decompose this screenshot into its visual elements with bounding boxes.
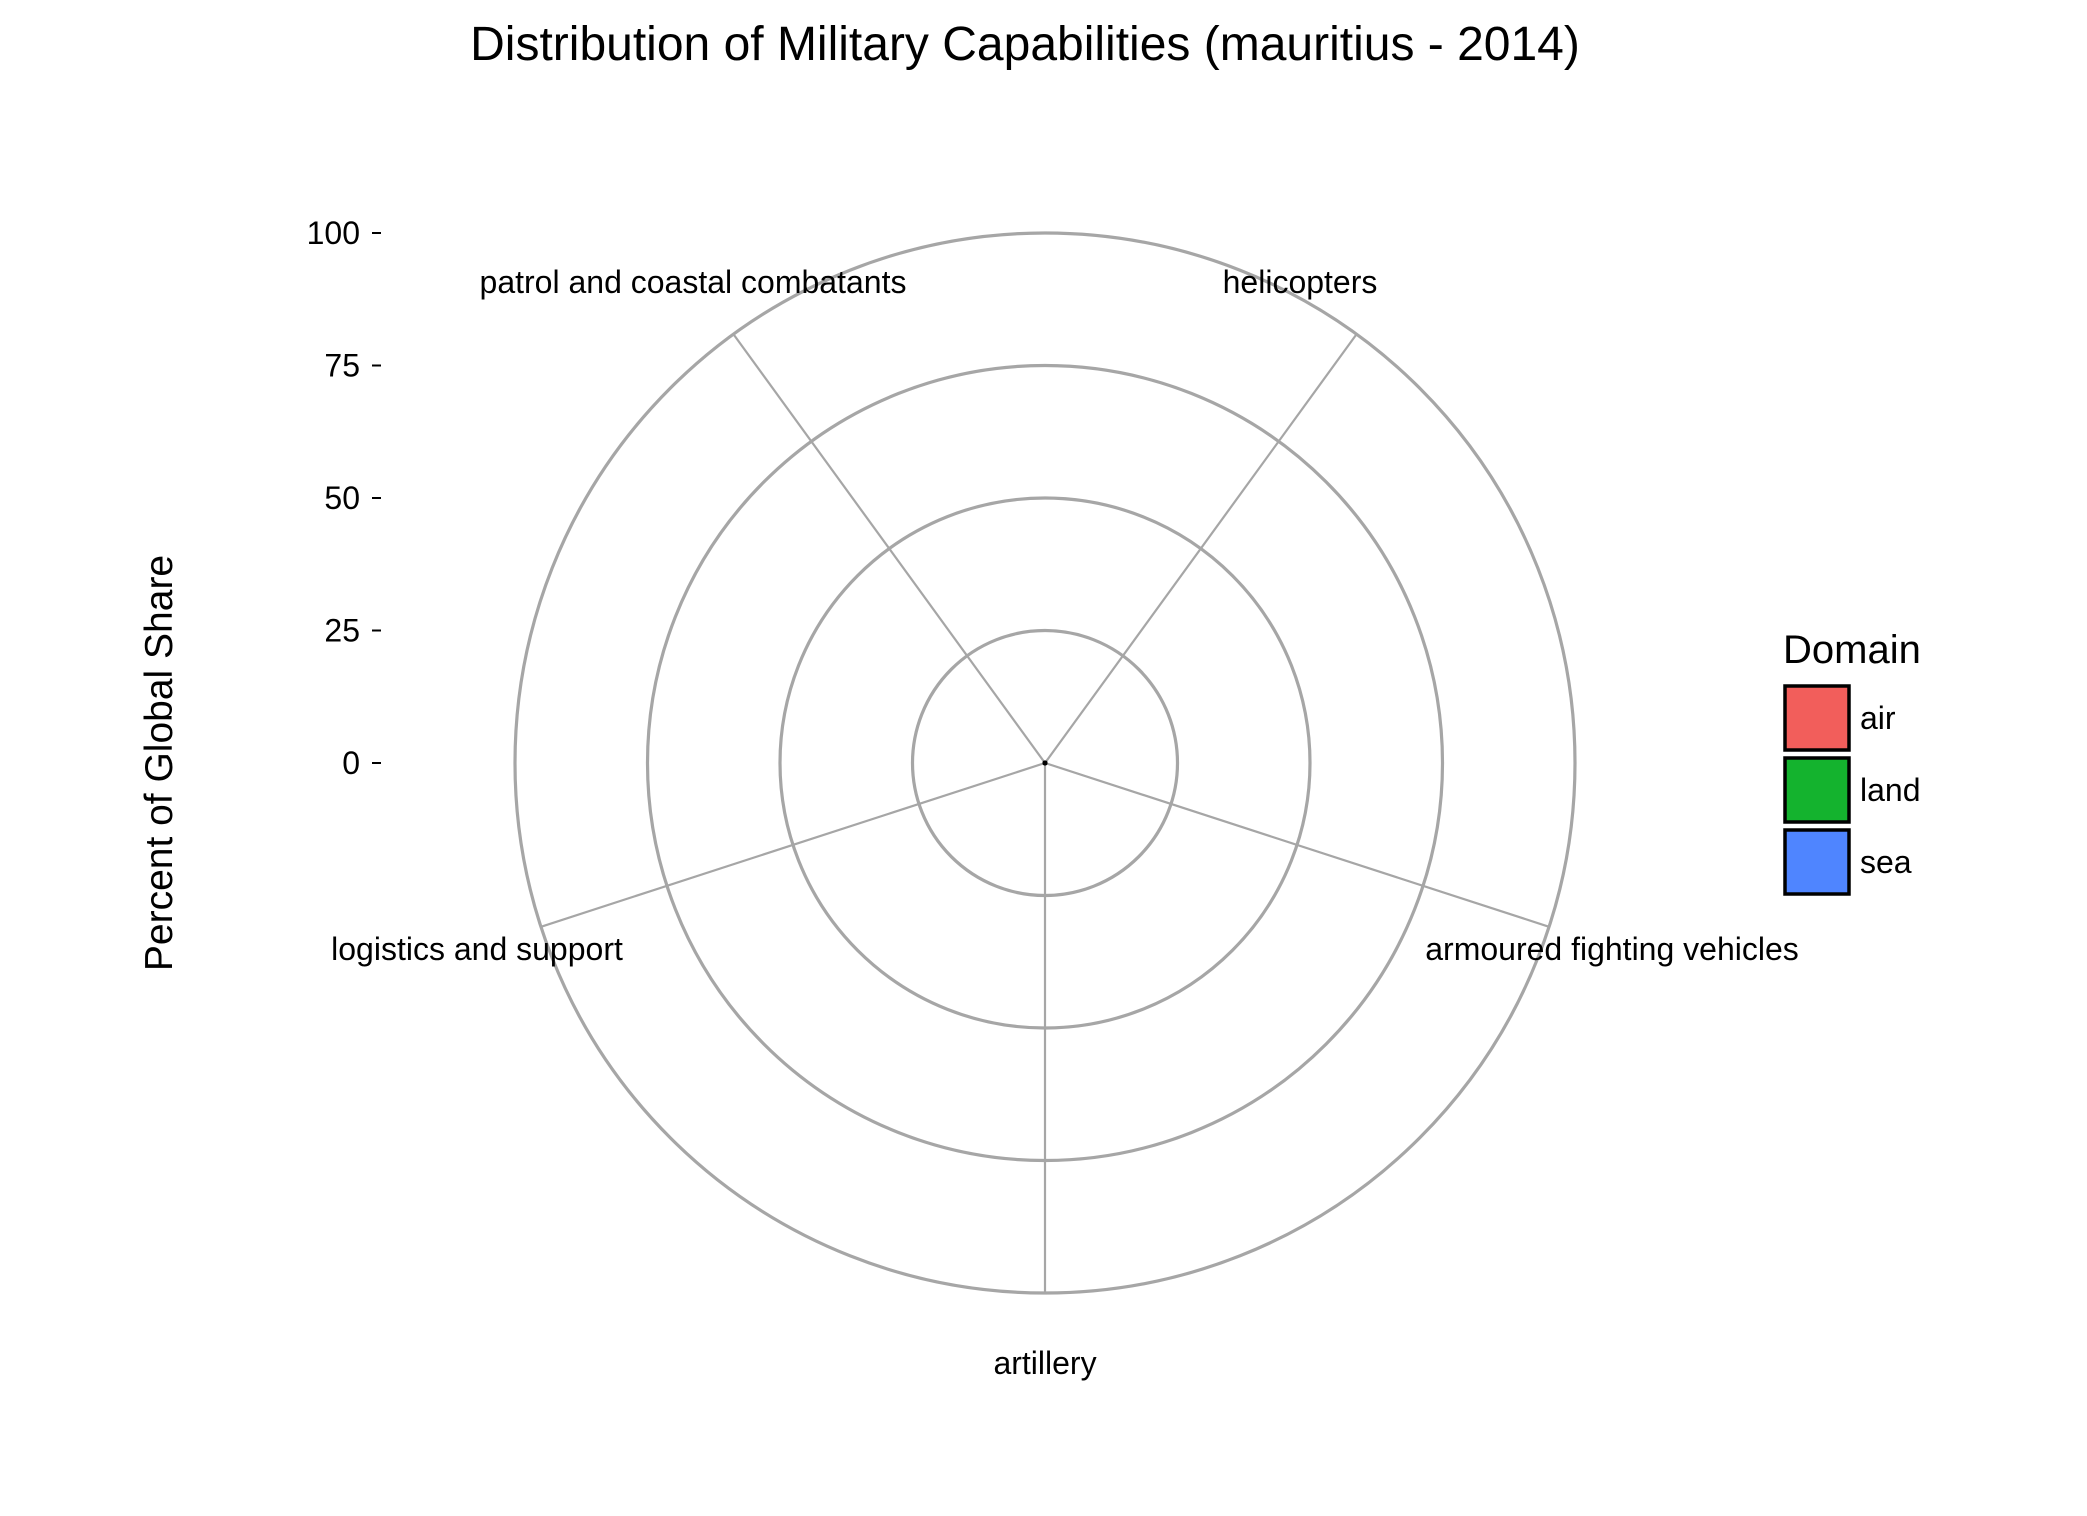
legend-label-land: land: [1860, 772, 1921, 808]
spoke-layer: [540, 333, 1550, 1293]
legend-swatch-land: [1783, 756, 1851, 824]
data-layer: [1042, 760, 1048, 766]
spoke-line: [732, 333, 1046, 764]
y-tick-label: 25: [324, 613, 360, 649]
y-tick-label: 75: [324, 348, 360, 384]
y-axis-label: Percent of Global Share: [138, 555, 181, 971]
spoke-line: [1044, 761, 1550, 928]
legend-swatch-sea: [1783, 828, 1851, 896]
legend-label-sea: sea: [1860, 844, 1912, 880]
category-label-logistics-and-support: logistics and support: [331, 931, 623, 967]
y-axis-ticks: 0 25 50 75 100: [307, 215, 381, 781]
chart-title: Distribution of Military Capabilities (m…: [470, 18, 1580, 71]
category-label-patrol-and-coastal-combatants: patrol and coastal combatants: [480, 264, 907, 300]
legend: Domain air land sea: [1783, 628, 1921, 896]
category-label-artillery: artillery: [993, 1345, 1096, 1381]
y-tick-label: 0: [342, 745, 360, 781]
legend-label-air: air: [1860, 700, 1896, 736]
spoke-line: [540, 761, 1046, 928]
legend-swatch-air: [1783, 684, 1851, 752]
y-tick-label: 100: [307, 215, 360, 251]
legend-title: Domain: [1783, 628, 1921, 672]
spoke-line: [1044, 333, 1358, 764]
y-tick-label: 50: [324, 480, 360, 516]
category-labels: helicopters armoured fighting vehicles art…: [331, 264, 1799, 1381]
category-label-helicopters: helicopters: [1223, 264, 1378, 300]
category-label-armoured-fighting-vehicles: armoured fighting vehicles: [1425, 931, 1799, 967]
data-point-patrol-and-coastal-combatants: [1042, 760, 1048, 766]
